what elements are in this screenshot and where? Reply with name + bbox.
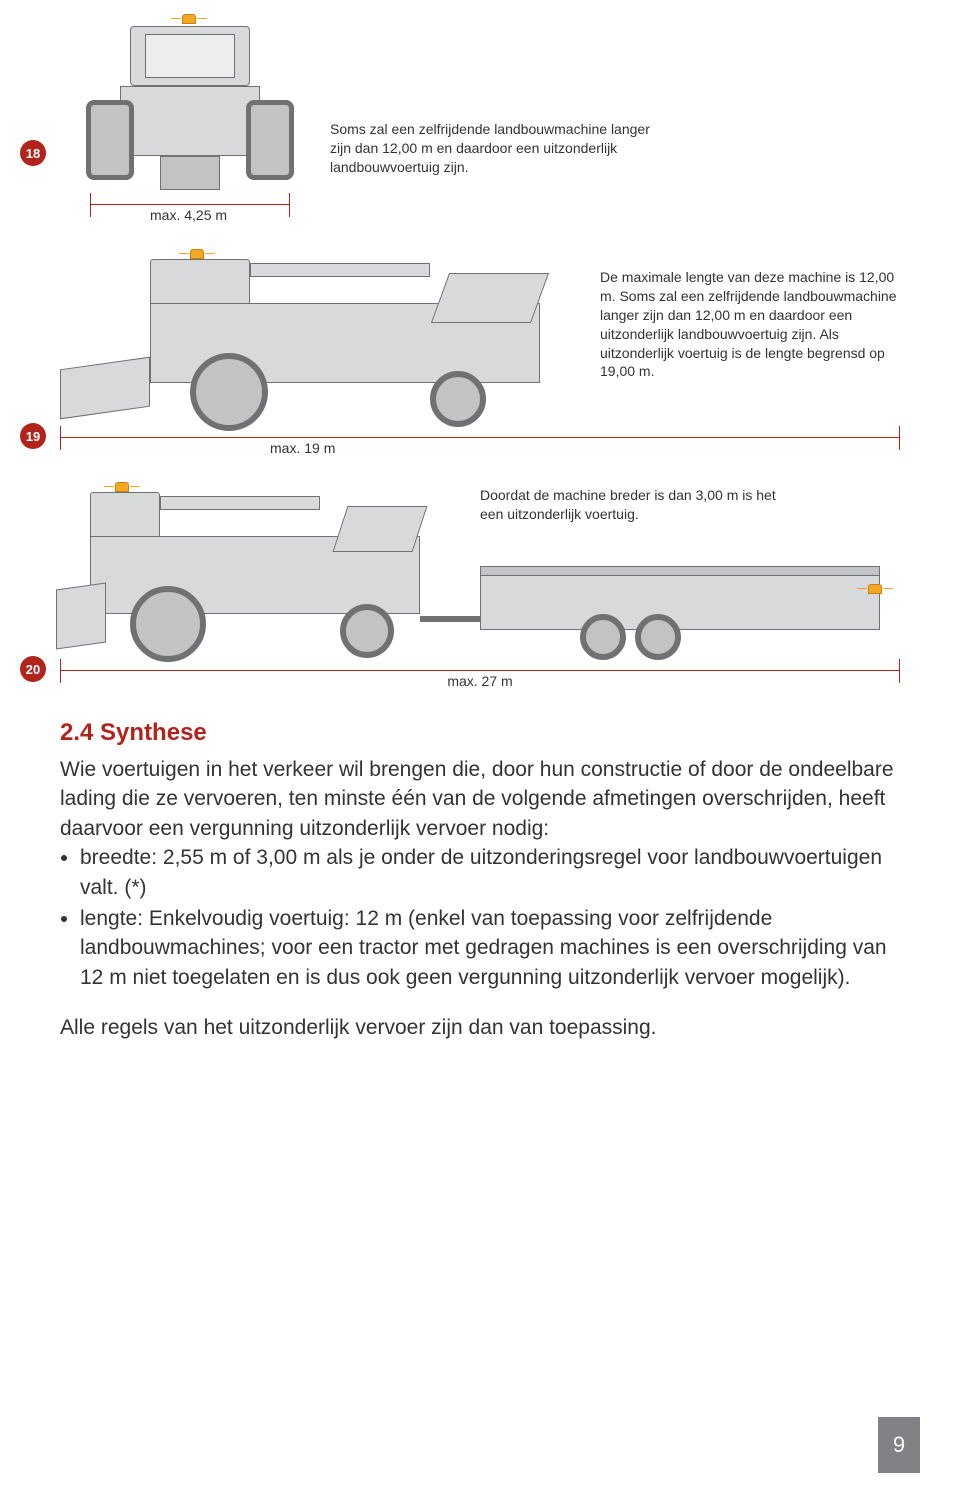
machine-front-illustration [90,20,290,200]
section-title: 2.4 Synthese [60,719,900,747]
beacon-icon [182,14,196,24]
figure-caption-19: De maximale lengte van deze machine is 1… [600,268,900,381]
dimension-bar-20 [60,670,900,671]
dimension-label-20: max. 27 m [60,673,900,689]
section-closing: Alle regels van het uitzonderlijk vervoe… [60,1016,900,1040]
badge-number: 18 [26,146,40,161]
machine-side-illustration [60,253,580,433]
dimension-label-18: max. 4,25 m [150,207,300,223]
beacon-icon [868,584,882,594]
page-number-value: 9 [893,1432,905,1458]
section-heading: Synthese [100,719,207,746]
section-number: 2.4 [60,719,93,746]
badge-number: 20 [26,662,40,677]
beacon-icon [115,482,129,492]
bullet-item: breedte: 2,55 m of 3,00 m als je onder d… [80,843,900,902]
figure-caption-18: Soms zal een zelfrijdende landbouwmachin… [330,120,650,177]
figure-18: 18 max. 4,25 m Soms zal een zelfrijdende… [60,20,900,223]
dimension-bar-18 [90,204,290,205]
section-intro: Wie voertuigen in het verkeer wil brenge… [60,755,900,843]
dimension-bar-19 [60,437,900,438]
badge-number: 19 [26,429,40,444]
figure-20: 20 Doordat de machine breder is dan 3,00… [60,486,900,689]
page-number: 9 [878,1417,920,1473]
bullet-item: lengte: Enkelvoudig voertuig: 12 m (enke… [80,904,900,992]
dimension-label-19: max. 19 m [270,440,900,456]
beacon-icon [190,249,204,259]
figure-19: 19 De maximale lengte van deze machine i [60,253,900,456]
machine-trailer-illustration [60,486,900,666]
figure-badge-18: 18 [20,140,46,166]
figure-badge-19: 19 [20,423,46,449]
figure-badge-20: 20 [20,656,46,682]
section-bullets: breedte: 2,55 m of 3,00 m als je onder d… [60,843,900,992]
